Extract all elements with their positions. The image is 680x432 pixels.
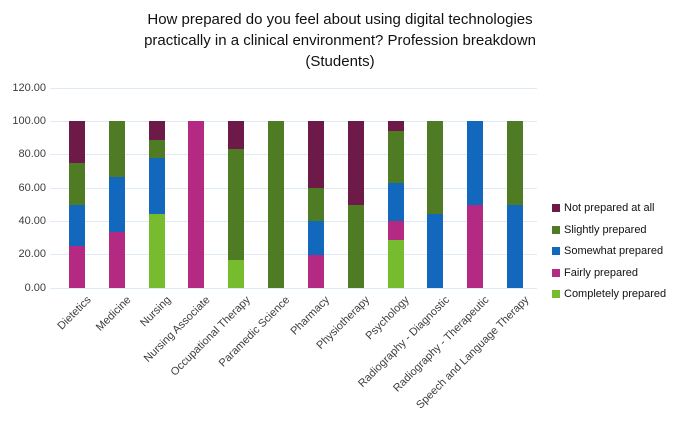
legend-item: Somewhat prepared [552, 245, 680, 257]
bar-segment [387, 130, 404, 184]
gridline [50, 154, 537, 156]
gridline [50, 254, 537, 256]
x-tick-label: Medicine [93, 294, 134, 334]
bar-segment [148, 121, 165, 140]
bar-segment [228, 149, 245, 261]
legend-label: Completely prepared [564, 288, 667, 300]
bar-medicine [108, 88, 125, 288]
bar-pharmacy [307, 88, 324, 288]
bar-segment [507, 204, 524, 288]
bar-segment [68, 163, 85, 205]
bar-segment [68, 246, 85, 288]
y-tick-label: 60.00 [18, 181, 46, 194]
bar-segment [228, 260, 245, 288]
bar-segment [188, 121, 205, 288]
bar-segment [108, 121, 125, 177]
legend-label: Fairly prepared [564, 266, 638, 279]
bar-radiography-diagnostic [427, 88, 444, 288]
bar-segment [387, 121, 404, 131]
bar-segment [467, 204, 484, 288]
gridline [50, 287, 537, 289]
plot-area [50, 87, 537, 289]
legend-swatch [552, 204, 560, 212]
chart-title-line-1: How prepared do you feel about using dig… [147, 11, 533, 28]
y-tick-label: 40.00 [18, 214, 46, 227]
bar-speech-and-language-therapy [507, 88, 524, 288]
x-tick-label: Dietetics [55, 294, 94, 333]
legend-swatch [552, 247, 560, 255]
y-tick-label: 0.00 [24, 281, 46, 294]
bar-psychology [387, 88, 404, 288]
legend-label: Somewhat prepared [564, 245, 664, 257]
bar-segment [148, 213, 165, 288]
bar-segment [108, 176, 125, 233]
x-tick-label: Paramedic Science [217, 294, 293, 370]
y-tick-label: 20.00 [18, 248, 46, 261]
legend-item: Fairly prepared [552, 267, 680, 279]
bar-segment [467, 121, 484, 205]
bar-occupational-therapy [228, 88, 245, 288]
bar-segment [268, 121, 285, 288]
x-axis-labels: Dietetics Medicine Nursing Nursing Associat… [0, 291, 680, 432]
bar-segment [427, 121, 444, 214]
legend-label: Not prepared at all [564, 202, 655, 214]
y-tick-label: 100.00 [12, 114, 46, 127]
bar-segment [68, 121, 85, 163]
bar-segment [307, 121, 324, 188]
bar-segment [347, 121, 364, 205]
y-tick-label: 80.00 [18, 148, 46, 161]
legend-label: Slightly prepared [564, 223, 647, 236]
bar-nursing-associate [188, 88, 205, 288]
y-tick-label: 120.00 [12, 81, 46, 94]
bar-segment [387, 240, 404, 288]
bar-segment [307, 221, 324, 255]
bar-dietetics [68, 88, 85, 288]
legend-item: Completely prepared [552, 288, 680, 300]
bar-segment [387, 183, 404, 222]
bar-segment [387, 221, 404, 241]
legend-item: Slightly prepared [552, 224, 680, 236]
bar-segment [347, 204, 364, 288]
bar-segment [427, 213, 444, 288]
legend-swatch [552, 268, 560, 277]
bar-paramedic-science [268, 88, 285, 288]
bar-segment [148, 139, 165, 159]
bar-nursing [148, 88, 165, 288]
bar-segment [68, 204, 85, 247]
bar-segment [307, 254, 324, 288]
chart-title: How prepared do you feel about using dig… [0, 9, 680, 72]
x-tick-label: Nursing [137, 294, 174, 330]
gridline [50, 120, 537, 122]
gridline [50, 187, 537, 189]
bar-segment [307, 188, 324, 222]
legend: Not prepared at all Slightly prepared Some… [552, 202, 680, 310]
bar-segment [507, 121, 524, 205]
chart-title-line-2: practically in a clinical environment? P… [144, 32, 536, 49]
legend-swatch [552, 225, 560, 234]
bar-segment [228, 121, 245, 150]
bar-physiotherapy [347, 88, 364, 288]
gridline [50, 87, 537, 89]
bar-segment [108, 232, 125, 288]
bar-radiography-therapeutic [467, 88, 484, 288]
bar-segment [148, 158, 165, 214]
chart-title-line-3: (Students) [305, 53, 375, 70]
legend-swatch [552, 290, 560, 298]
legend-item: Not prepared at all [552, 202, 680, 214]
y-axis-labels: 0.00 20.00 40.00 60.00 80.00 100.00 120.00 [0, 82, 46, 294]
gridline [50, 220, 537, 222]
